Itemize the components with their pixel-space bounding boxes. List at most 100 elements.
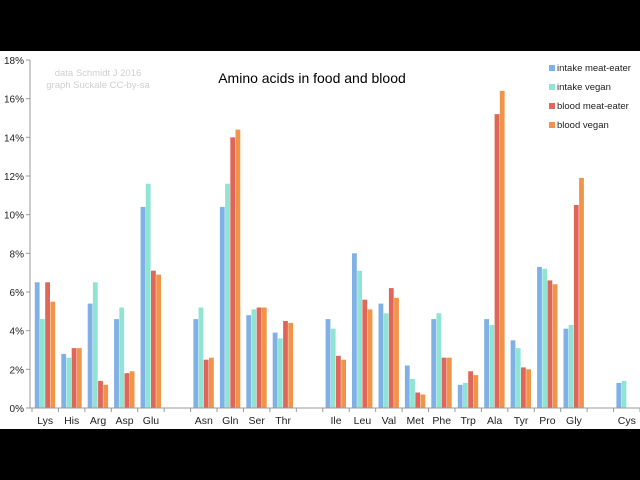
- bar: [288, 322, 294, 408]
- x-tick-label: Ser: [249, 415, 266, 427]
- x-tick-label: His: [64, 415, 79, 427]
- bar: [272, 332, 278, 408]
- bar: [230, 137, 236, 409]
- x-tick-label: Tyr: [514, 415, 529, 427]
- bar: [119, 307, 125, 408]
- bar: [76, 348, 82, 408]
- bar: [129, 371, 135, 408]
- bar: [579, 177, 584, 408]
- bar: [151, 270, 156, 408]
- y-tick-label: 6%: [10, 288, 25, 299]
- bar: [484, 319, 489, 408]
- bar: [256, 307, 262, 408]
- bar: [489, 324, 495, 408]
- bar: [92, 282, 98, 408]
- legend-swatch: [549, 103, 555, 109]
- bar: [50, 301, 56, 408]
- bar: [420, 394, 426, 408]
- y-tick-label: 16%: [4, 95, 24, 106]
- watermark-line: graph Suckale CC-by-sa: [46, 80, 150, 91]
- x-tick-label: Thr: [275, 415, 291, 427]
- bar: [87, 303, 93, 408]
- bar: [367, 309, 373, 408]
- legend-label: blood vegan: [557, 120, 609, 131]
- bar: [616, 382, 622, 408]
- watermark-line: data Schmidt J 2016: [55, 68, 142, 79]
- bar: [415, 392, 421, 408]
- bar: [468, 371, 473, 408]
- bar: [621, 380, 627, 408]
- bar: [357, 270, 362, 408]
- bar: [40, 319, 45, 408]
- bar: [251, 309, 257, 408]
- bar: [431, 319, 437, 408]
- y-tick-label: 18%: [4, 56, 24, 67]
- x-tick-label: Ala: [487, 415, 502, 427]
- bar: [499, 90, 505, 409]
- bar: [510, 340, 516, 408]
- x-tick-label: Trp: [460, 415, 476, 427]
- bar: [494, 114, 500, 408]
- bar: [114, 319, 119, 408]
- x-tick-label: Val: [382, 415, 396, 427]
- legend-label: intake meat-eater: [557, 63, 631, 74]
- y-tick-label: 2%: [10, 365, 25, 376]
- legend-label: blood meat-eater: [557, 101, 629, 112]
- legend-label: intake vegan: [557, 82, 611, 93]
- bar: [71, 348, 77, 408]
- bar: [209, 357, 214, 408]
- bar: [410, 379, 415, 408]
- legend-swatch: [549, 65, 555, 71]
- bar: [457, 384, 463, 408]
- legend-swatch: [549, 84, 555, 90]
- y-tick-label: 14%: [4, 133, 24, 144]
- x-tick-label: Met: [407, 415, 425, 427]
- bar: [283, 321, 288, 408]
- bar: [362, 299, 368, 408]
- x-tick-label: Asp: [115, 415, 133, 427]
- x-tick-label: Leu: [354, 415, 372, 427]
- x-tick-label: Pro: [539, 415, 556, 427]
- bar: [261, 307, 267, 408]
- x-tick-label: Ile: [330, 415, 341, 427]
- bar: [446, 357, 452, 408]
- bar: [341, 359, 346, 408]
- bar: [198, 307, 204, 408]
- bar: [124, 373, 130, 408]
- x-tick-label: Gln: [222, 415, 239, 427]
- bar: [352, 253, 357, 408]
- x-tick-label: Gly: [566, 415, 583, 427]
- x-tick-label: Arg: [90, 415, 107, 427]
- bar: [330, 328, 336, 408]
- bar: [463, 382, 468, 408]
- bar: [526, 369, 531, 408]
- bar: [66, 357, 72, 408]
- x-tick-label: Glu: [143, 415, 160, 427]
- bar: [568, 324, 574, 408]
- bar: [103, 384, 109, 408]
- y-tick-label: 4%: [10, 327, 25, 338]
- bar: [219, 206, 225, 408]
- bar: [542, 268, 548, 408]
- legend-swatch: [549, 122, 555, 128]
- bar: [98, 380, 103, 408]
- bar: [436, 313, 442, 408]
- bar: [563, 328, 569, 408]
- bar: [388, 288, 394, 408]
- bar: [404, 365, 410, 408]
- bar: [394, 297, 399, 408]
- bar: [521, 367, 526, 408]
- bar: [145, 183, 151, 408]
- chart-area: data Schmidt J 2016 graph Suckale CC-by-s…: [0, 51, 640, 429]
- bar: [225, 183, 230, 408]
- bar: [378, 303, 384, 408]
- bar: [383, 313, 389, 408]
- bar: [246, 315, 252, 408]
- x-tick-label: Asn: [195, 415, 213, 427]
- bar: [336, 355, 341, 408]
- bar: [140, 206, 146, 408]
- y-tick-label: 12%: [4, 172, 24, 183]
- bars: [34, 90, 627, 409]
